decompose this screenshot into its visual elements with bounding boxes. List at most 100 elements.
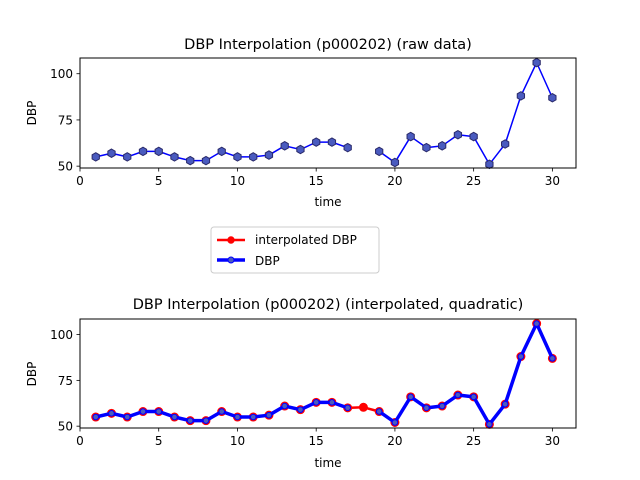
x-tick-label: 15: [309, 174, 324, 188]
data-point: [406, 131, 415, 142]
data-point: [343, 142, 352, 153]
data-point: [469, 131, 478, 142]
data-point: [358, 402, 368, 412]
data-point: [123, 413, 131, 421]
x-tick-label: 10: [230, 174, 245, 188]
data-point: [501, 139, 510, 149]
data-point: [123, 152, 132, 162]
axis-ticks: 0 5 10 15 20 25 30 50 75 100: [50, 67, 560, 188]
data-point: [517, 353, 525, 360]
plot-frame: [79, 318, 577, 429]
y-tick-label: 50: [58, 420, 73, 434]
legend-marker-dbp: [227, 256, 235, 264]
plot-marks: [91, 57, 557, 170]
data-point: [344, 404, 351, 412]
data-point: [171, 413, 178, 421]
y-tick-label: 100: [50, 328, 73, 342]
x-tick-label: 5: [155, 174, 163, 188]
data-point: [438, 402, 446, 410]
data-point: [423, 404, 430, 412]
legend-box: [210, 226, 380, 274]
data-point: [218, 408, 226, 415]
data-point: [138, 146, 148, 157]
data-point: [533, 320, 540, 327]
legend: interpolated DBP DBP: [210, 226, 380, 274]
x-axis-label: time: [314, 195, 341, 209]
data-point: [201, 155, 211, 166]
data-point: [264, 150, 274, 160]
plot-marks: [91, 319, 557, 429]
data-point: [139, 408, 147, 415]
x-tick-label: 25: [466, 174, 481, 188]
x-tick-label: 30: [545, 434, 560, 448]
x-tick-label: 10: [230, 434, 245, 448]
data-point: [501, 400, 509, 408]
legend-marker-interpolated: [227, 236, 235, 244]
data-point: [265, 411, 273, 419]
data-point: [233, 152, 242, 162]
data-point: [91, 152, 100, 162]
chart-title: DBP Interpolation (p000202) (raw data): [184, 37, 472, 53]
data-point: [170, 152, 179, 162]
series-line: [378, 321, 554, 427]
data-point: [155, 408, 163, 415]
data-point: [438, 141, 447, 151]
data-point: [532, 57, 541, 68]
series-line: [378, 61, 554, 166]
data-point: [549, 355, 556, 362]
chart-title: DBP Interpolation (p000202) (interpolate…: [133, 297, 524, 313]
x-tick-label: 0: [76, 174, 84, 188]
data-point: [234, 413, 241, 421]
data-point: [548, 92, 557, 103]
data-point: [375, 408, 383, 415]
y-tick-label: 75: [58, 113, 73, 127]
data-point: [249, 152, 258, 162]
y-tick-label: 50: [58, 160, 73, 174]
data-point: [485, 159, 494, 170]
data-point: [391, 419, 399, 426]
data-point: [217, 146, 226, 157]
data-point: [296, 144, 305, 155]
data-point: [375, 146, 384, 157]
chart-raw-data: DBP Interpolation (p000202) (raw data) D…: [25, 37, 577, 209]
x-tick-label: 30: [545, 174, 560, 188]
data-point: [327, 137, 337, 147]
data-point: [281, 402, 288, 410]
data-point: [470, 393, 477, 401]
data-point: [312, 137, 321, 147]
x-tick-label: 20: [387, 434, 402, 448]
y-tick-label: 75: [58, 374, 73, 388]
y-tick-label: 100: [50, 67, 73, 81]
data-point: [154, 146, 163, 157]
data-point: [249, 413, 257, 421]
data-point: [516, 91, 526, 101]
legend-label-dbp: DBP: [255, 254, 280, 268]
legend-label-interpolated: interpolated DBP: [255, 233, 357, 247]
data-point: [312, 399, 320, 406]
data-point: [422, 142, 431, 153]
x-tick-label: 5: [155, 434, 163, 448]
y-axis-label: DBP: [25, 362, 39, 387]
data-point: [107, 148, 116, 158]
data-point: [92, 413, 100, 421]
x-tick-label: 0: [76, 434, 84, 448]
data-point: [454, 391, 462, 399]
data-point: [407, 393, 414, 401]
y-axis-label: DBP: [25, 101, 39, 126]
x-axis-label: time: [314, 456, 341, 470]
x-tick-label: 25: [466, 434, 481, 448]
x-tick-label: 15: [309, 434, 324, 448]
data-point: [328, 399, 336, 406]
data-point: [453, 129, 463, 140]
x-tick-label: 20: [387, 174, 402, 188]
data-point: [390, 157, 400, 168]
data-point: [186, 417, 194, 424]
data-point: [186, 155, 195, 166]
data-point: [280, 141, 289, 151]
data-point: [297, 406, 304, 413]
plot-frame: [79, 57, 577, 169]
data-point: [108, 410, 115, 417]
data-point: [486, 421, 493, 428]
axis-ticks: 0 5 10 15 20 25 30 50 75 100: [50, 328, 560, 448]
